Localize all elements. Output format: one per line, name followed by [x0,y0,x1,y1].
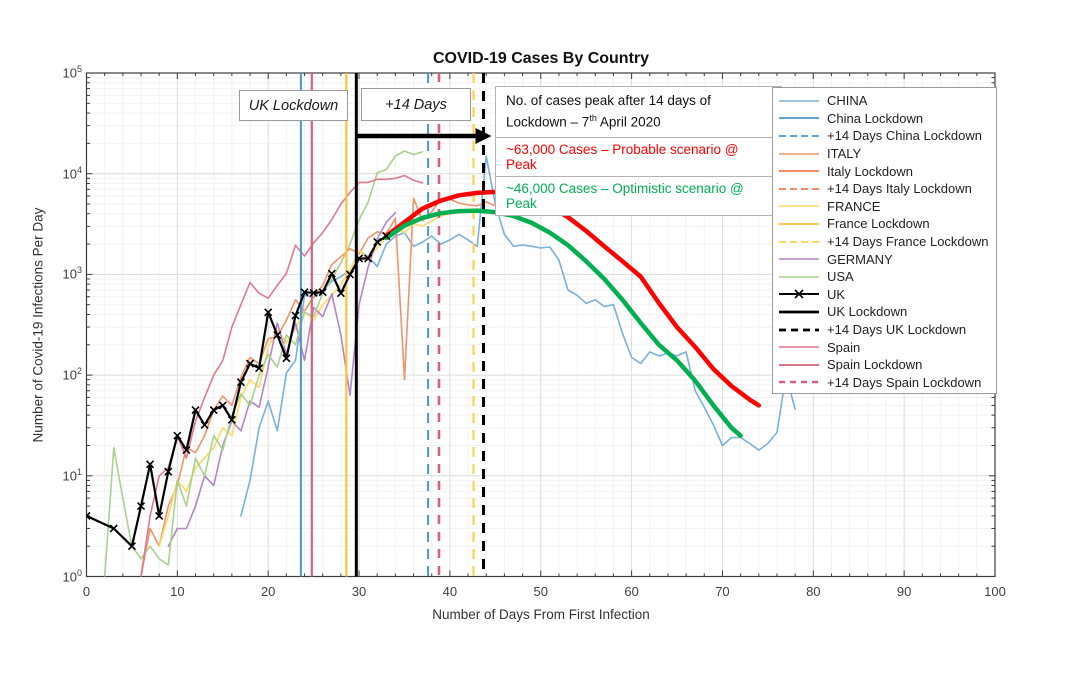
legend-line-sample [779,135,819,137]
legend-item: Italy Lockdown [777,162,996,180]
legend-item: CHINA [777,92,996,110]
legend-line-sample [779,152,819,155]
plot-series [86,73,796,577]
y-tick-label: 102 [62,366,82,383]
x-tick-label: 10 [170,584,185,599]
legend-line-sample [779,187,819,190]
legend-item: UK [777,286,996,304]
x-tick-label: 100 [984,584,1006,599]
legend-item-label: Spain [827,339,861,355]
legend-line-sample [779,346,819,348]
legend-item-label: ITALY [827,146,862,162]
uk-x-markers [86,232,391,551]
legend-item: France Lockdown [777,215,996,233]
legend-line-sample [779,205,819,208]
peak-info-line2-suffix: April 2020 [596,114,661,130]
legend-item-label: Italy Lockdown [827,163,913,179]
peak-info-line1: No. of cases peak after 14 days of [506,93,711,108]
x-axis-label: Number of Days From First Infection [432,607,650,622]
legend-line-sample [779,258,819,260]
legend-item-label: UK [827,286,846,302]
legend-item: +14 Days Italy Lockdown [777,180,996,198]
legend-item-label: France Lockdown [827,216,930,232]
y-tick-label: 105 [62,64,82,81]
probable-scenario-text: ~63,000 Cases – Probable scenario @ Peak [495,137,782,178]
x-tick-label: 80 [806,584,821,599]
y-axis-label: Number of Covid-19 Infections Per Day [30,207,46,443]
x-tick-label: 90 [896,584,912,599]
legend-item: UK Lockdown [777,303,996,321]
legend-item-label: +14 Days France Lockdown [827,234,989,250]
series-usa [103,150,424,577]
legend-item: China Lockdown [777,110,996,128]
legend-item: Spain [777,338,996,356]
x-tick-label: 30 [351,584,367,599]
legend-item: +14 Days France Lockdown [777,233,996,251]
legend-line-sample [779,240,819,243]
optimistic-scenario-text: ~46,000 Cases – Optimistic scenario @ Pe… [495,176,782,217]
x-tick-label: 70 [715,584,730,599]
legend-item-label: +14 Days Spain Lockdown [827,374,982,390]
legend-line-sample [779,170,819,173]
legend-line-sample [779,289,819,299]
legend-item-label: USA [827,269,854,285]
legend: CHINA China Lockdown +14 Days China Lockdo… [772,87,997,394]
legend-item: +14 Days Spain Lockdown [777,374,996,392]
y-tick-label: 103 [62,265,82,282]
x-tick-label: 40 [442,584,458,599]
x-tick-label: 50 [533,584,548,599]
legend-line-sample [779,275,819,278]
legend-line-sample [779,223,819,225]
legend-item-label: China Lockdown [827,110,924,126]
legend-item-label: +14 Days UK Lockdown [827,322,967,338]
series-france [158,213,451,548]
series-probable-scenario-projection-63-000-cases-at-peak- [384,189,762,408]
legend-item: Spain Lockdown [777,356,996,374]
peak-info-line2: Lockdown – 7 [506,114,590,130]
x-tick-label: 20 [260,584,276,599]
peak-info-text: No. of cases peak after 14 days of Lockd… [495,86,782,139]
legend-item-label: UK Lockdown [827,304,908,320]
legend-line-sample [779,310,819,314]
uk-lockdown-callout-text: UK Lockdown [248,97,339,114]
legend-item: GERMANY [777,250,996,268]
series-optimistic-scenario-projection-46-000-cases-at-peak- [384,208,743,438]
legend-line-sample [779,363,819,366]
legend-item: ITALY [777,145,996,163]
legend-item-label: Spain Lockdown [827,357,923,373]
legend-line-sample [779,328,819,331]
legend-line-sample [779,99,819,102]
y-tick-label: 104 [62,164,82,182]
x-tick-label: 0 [82,584,91,599]
legend-line-sample [779,117,819,120]
legend-item: +14 Days UK Lockdown [777,321,996,339]
plus-14-days-callout: +14 Days [361,88,471,121]
legend-line-sample [779,380,819,384]
legend-item: FRANCE [777,198,996,216]
legend-item-label: CHINA [827,93,868,109]
y-tick-label: 101 [62,466,82,484]
legend-item-label: +14 Days Italy Lockdown [827,181,972,197]
legend-item: +14 Days China Lockdown [777,127,996,145]
uk-lockdown-callout: UK Lockdown [239,90,348,121]
legend-item: USA [777,268,996,286]
series-china [240,155,796,517]
peak-info-box: No. of cases peak after 14 days of Lockd… [495,86,782,217]
legend-item-label: +14 Days China Lockdown [827,128,983,144]
x-tick-label: 60 [624,584,639,599]
legend-x-marker-icon [794,289,804,299]
legend-item-label: FRANCE [827,198,881,214]
legend-item-label: GERMANY [827,251,893,267]
page-title: COVID-19 Cases By Country [432,50,650,67]
y-tick-label: 100 [62,567,82,584]
peak-info-superscript: th [589,112,597,123]
plus-14-days-callout-text: +14 Days [385,96,447,113]
plus-14-days-arrow [356,128,492,144]
